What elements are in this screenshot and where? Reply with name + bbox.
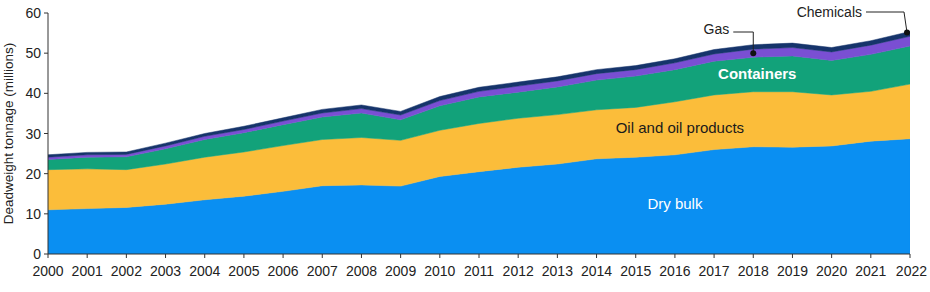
x-tick (204, 254, 205, 258)
y-tick (44, 93, 48, 94)
chart: 0 10 20 30 40 50 60 2000 2001 2002 2003 2004 2005 200… (0, 0, 930, 292)
x-tick (361, 254, 362, 258)
y-tick-label: 0 (33, 246, 41, 262)
x-tick (557, 254, 558, 258)
x-tick (635, 254, 636, 258)
x-tick-label: 2012 (503, 263, 534, 279)
x-tick (243, 254, 244, 258)
y-tick (44, 254, 48, 255)
callout-dot (904, 29, 910, 35)
x-tick-label: 2016 (659, 263, 690, 279)
series-label: Containers (718, 65, 796, 82)
x-tick-label: 2019 (777, 263, 808, 279)
callout-dot (750, 50, 756, 56)
area-4 (48, 31, 910, 157)
x-tick (439, 254, 440, 258)
x-tick-label: 2009 (385, 263, 416, 279)
x-tick-label: 2004 (189, 263, 220, 279)
x-tick (596, 254, 597, 258)
x-tick (753, 254, 754, 258)
x-tick-label: 2008 (346, 263, 377, 279)
x-tick-label: 2022 (896, 263, 927, 279)
x-tick (479, 254, 480, 258)
x-tick (322, 254, 323, 258)
x-tick-label: 2015 (620, 263, 651, 279)
x-tick (831, 254, 832, 258)
areas (48, 31, 910, 254)
y-tick (44, 13, 48, 14)
x-tick-label: 2021 (855, 263, 886, 279)
y-tick (44, 173, 48, 174)
y-tick (44, 53, 48, 54)
x-tick-label: 2007 (307, 263, 338, 279)
y-axis-label: Deadweight tonnage (millions) (1, 43, 16, 225)
x-tick (48, 254, 49, 258)
x-tick (518, 254, 519, 258)
series-label: Dry bulk (647, 195, 703, 212)
x-tick-label: 2011 (464, 263, 494, 279)
x-tick-label: 2010 (424, 263, 455, 279)
y-tick-label: 40 (25, 85, 41, 101)
x-tick-label: 2001 (72, 263, 103, 279)
x-tick-label: 2002 (111, 263, 142, 279)
x-tick-label: 2003 (150, 263, 181, 279)
area-2 (48, 46, 910, 170)
x-tick-label: 2013 (542, 263, 573, 279)
callout-line (866, 12, 907, 32)
series-label: Oil and oil products (616, 119, 744, 136)
x-tick (87, 254, 88, 258)
y-tick (44, 133, 48, 134)
y-tick-label: 50 (25, 45, 41, 61)
callout-line (733, 32, 753, 53)
x-tick (126, 254, 127, 258)
y-tick-label: 10 (25, 206, 41, 222)
x-tick-label: 2005 (228, 263, 259, 279)
x-tick (910, 254, 911, 258)
x-tick (870, 254, 871, 258)
x-tick-label: 2017 (699, 263, 730, 279)
x-tick (400, 254, 401, 258)
x-tick-label: 2014 (581, 263, 612, 279)
x-tick-label: 2000 (32, 263, 63, 279)
x-tick (674, 254, 675, 258)
y-tick-label: 60 (25, 5, 41, 21)
x-tick-label: 2006 (268, 263, 299, 279)
x-tick (792, 254, 793, 258)
series-label: Gas (704, 21, 730, 37)
y-tick (44, 213, 48, 214)
y-tick-label: 20 (25, 166, 41, 182)
x-tick-label: 2018 (738, 263, 769, 279)
series-label: Chemicals (797, 4, 862, 20)
y-tick-label: 30 (25, 126, 41, 142)
x-tick-label: 2020 (816, 263, 847, 279)
x-tick (283, 254, 284, 258)
x-tick (714, 254, 715, 258)
x-tick (165, 254, 166, 258)
